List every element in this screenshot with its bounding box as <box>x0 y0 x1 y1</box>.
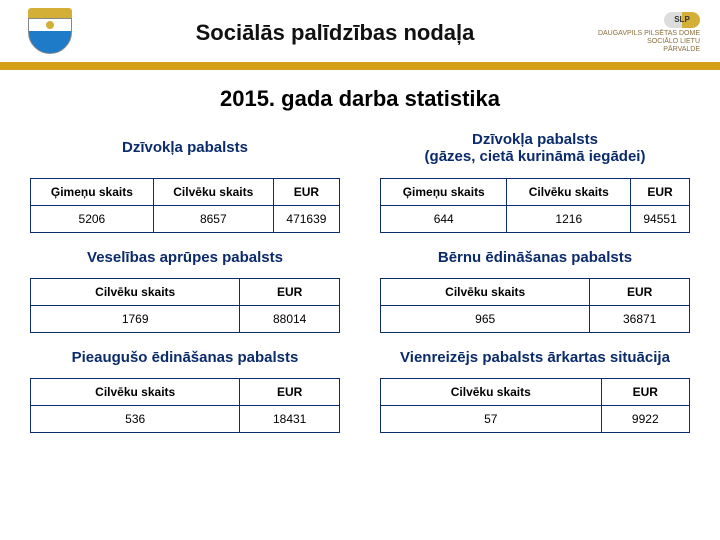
td: 644 <box>381 206 507 233</box>
content-grid: Dzīvokļa pabalsts Ģimeņu skaits Cilvēku … <box>0 130 720 433</box>
section-title: Dzīvokļa pabalsts <box>30 130 340 166</box>
th: Cilvēku skaits <box>507 179 631 206</box>
th: Cilvēku skaits <box>153 179 273 206</box>
td: 36871 <box>590 306 690 333</box>
gold-divider <box>0 62 720 70</box>
td: 88014 <box>240 306 340 333</box>
table-housing: Ģimeņu skaits Cilvēku skaits EUR 5206 86… <box>30 178 340 233</box>
table-housing-fuel: Ģimeņu skaits Cilvēku skaits EUR 644 121… <box>380 178 690 233</box>
org-line: SOCIĀLO LIETU <box>647 38 700 46</box>
org-block: SLP DAUGAVPILS PILSĒTAS DOME SOCIĀLO LIE… <box>570 12 700 53</box>
section-title: Bērnu ēdināšanas pabalsts <box>380 249 690 266</box>
th: EUR <box>273 179 339 206</box>
slp-badge-icon: SLP <box>664 12 700 28</box>
subtitle: 2015. gada darba statistika <box>0 86 720 112</box>
td: 18431 <box>240 406 340 433</box>
crest-icon <box>20 8 80 58</box>
th: Ģimeņu skaits <box>381 179 507 206</box>
right-column: Dzīvokļa pabalsts (gāzes, cietā kurināmā… <box>380 130 690 433</box>
org-line: DAUGAVPILS PILSĒTAS DOME <box>598 30 700 38</box>
th: EUR <box>240 379 340 406</box>
th: Ģimeņu skaits <box>31 179 154 206</box>
header: Sociālās palīdzības nodaļa SLP DAUGAVPIL… <box>0 0 720 62</box>
td: 8657 <box>153 206 273 233</box>
table-health: Cilvēku skaits EUR 1769 88014 <box>30 278 340 333</box>
td: 536 <box>31 406 240 433</box>
section-title: Vienreizējs pabalsts ārkartas situācija <box>380 349 690 366</box>
org-line: PĀRVALDE <box>663 46 700 54</box>
section-title: Pieaugušo ēdināšanas pabalsts <box>30 349 340 366</box>
td: 1769 <box>31 306 240 333</box>
td: 1216 <box>507 206 631 233</box>
th: Cilvēku skaits <box>381 279 590 306</box>
td: 9922 <box>601 406 689 433</box>
td: 57 <box>381 406 602 433</box>
th: EUR <box>631 179 690 206</box>
td: 471639 <box>273 206 339 233</box>
left-column: Dzīvokļa pabalsts Ģimeņu skaits Cilvēku … <box>30 130 340 433</box>
th: Cilvēku skaits <box>381 379 602 406</box>
table-adult-meals: Cilvēku skaits EUR 536 18431 <box>30 378 340 433</box>
table-emergency: Cilvēku skaits EUR 57 9922 <box>380 378 690 433</box>
td: 965 <box>381 306 590 333</box>
td: 5206 <box>31 206 154 233</box>
section-title: Veselības aprūpes pabalsts <box>30 249 340 266</box>
th: EUR <box>590 279 690 306</box>
th: EUR <box>601 379 689 406</box>
th: Cilvēku skaits <box>31 279 240 306</box>
th: EUR <box>240 279 340 306</box>
td: 94551 <box>631 206 690 233</box>
th: Cilvēku skaits <box>31 379 240 406</box>
section-title: Dzīvokļa pabalsts (gāzes, cietā kurināmā… <box>380 130 690 166</box>
table-child-meals: Cilvēku skaits EUR 965 36871 <box>380 278 690 333</box>
page-title: Sociālās palīdzības nodaļa <box>100 20 570 46</box>
